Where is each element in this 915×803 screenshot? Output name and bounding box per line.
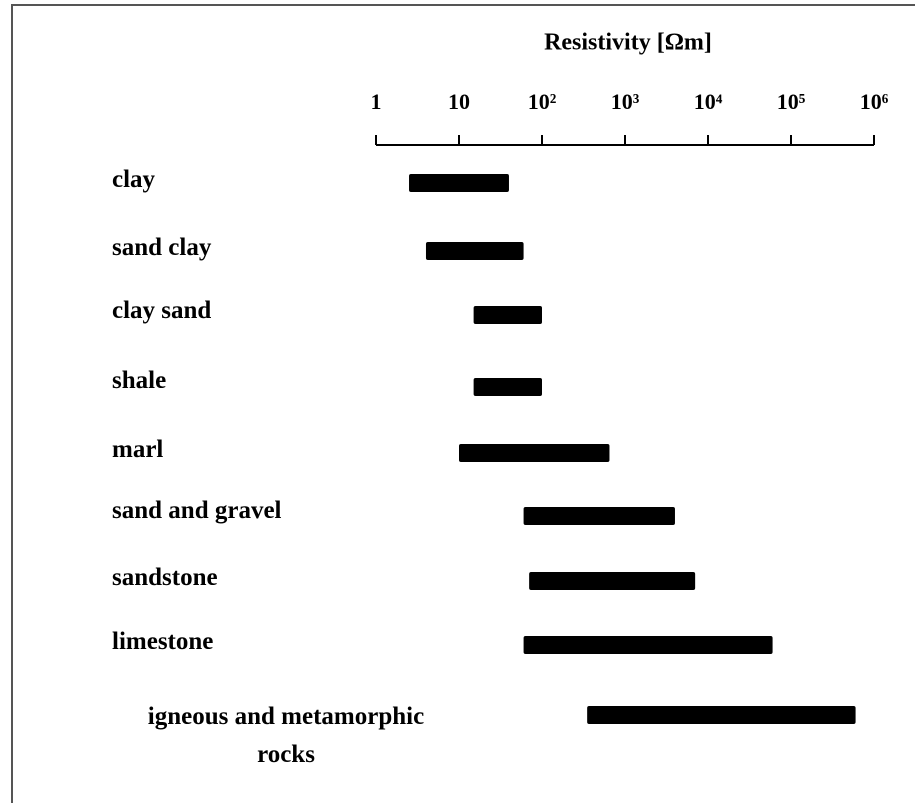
category-label: limestone	[112, 628, 214, 655]
category-label: igneous and metamorphic rocks	[147, 703, 425, 768]
category-label: sand clay	[112, 234, 212, 261]
frame	[11, 4, 915, 803]
bar	[587, 706, 856, 724]
bar	[523, 507, 675, 525]
bar	[473, 306, 542, 324]
bar	[473, 378, 542, 396]
bar	[459, 444, 610, 462]
category-label: marl	[112, 436, 164, 463]
axis-title: Resistivity [Ωm]	[544, 30, 712, 56]
x-tick-label: 10	[448, 89, 470, 114]
bar	[529, 572, 696, 590]
category-label: shale	[112, 367, 167, 394]
bar	[523, 636, 773, 654]
x-tick-label: 10⁴	[694, 89, 723, 114]
category-label: clay	[112, 166, 156, 193]
x-tick-label: 1	[371, 89, 382, 114]
bar	[425, 242, 524, 260]
category-label: clay sand	[112, 297, 212, 324]
x-tick-label: 10⁶	[860, 89, 889, 114]
bar	[409, 174, 509, 192]
category-label: sandstone	[112, 564, 218, 591]
x-tick-label: 10³	[611, 89, 640, 114]
x-tick-label: 10²	[528, 89, 557, 114]
x-tick-label: 10⁵	[777, 89, 806, 114]
category-label: sand and gravel	[112, 497, 282, 524]
